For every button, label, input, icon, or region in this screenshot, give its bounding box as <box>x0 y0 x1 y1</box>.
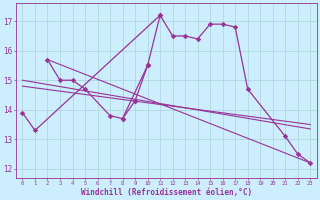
X-axis label: Windchill (Refroidissement éolien,°C): Windchill (Refroidissement éolien,°C) <box>81 188 252 197</box>
